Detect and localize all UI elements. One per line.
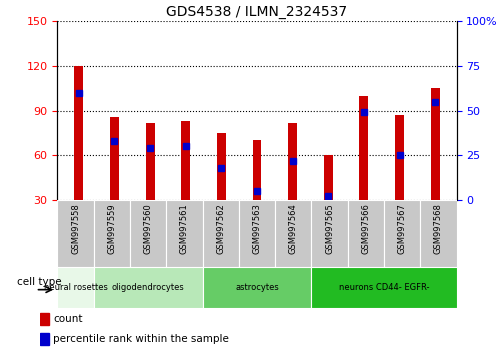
Bar — [203, 200, 239, 267]
Bar — [57, 200, 94, 267]
Bar — [94, 267, 203, 308]
Text: GSM997561: GSM997561 — [180, 203, 189, 254]
Bar — [57, 267, 94, 308]
Bar — [166, 200, 203, 267]
Text: GSM997563: GSM997563 — [252, 203, 261, 254]
Bar — [420, 200, 457, 267]
Bar — [40, 313, 49, 325]
Bar — [130, 200, 166, 267]
Bar — [348, 200, 384, 267]
Bar — [431, 88, 440, 200]
Bar — [311, 267, 457, 308]
Text: astrocytes: astrocytes — [235, 283, 279, 292]
Text: neurons CD44- EGFR-: neurons CD44- EGFR- — [339, 283, 429, 292]
Bar — [217, 133, 226, 200]
Bar — [74, 66, 83, 200]
Bar — [252, 141, 261, 200]
Text: GSM997567: GSM997567 — [398, 203, 407, 254]
Bar — [384, 200, 420, 267]
Text: GSM997565: GSM997565 — [325, 203, 334, 254]
Bar — [110, 116, 119, 200]
Text: GSM997562: GSM997562 — [216, 203, 225, 254]
Bar — [324, 155, 333, 200]
Text: GSM997564: GSM997564 — [289, 203, 298, 254]
Bar — [359, 96, 368, 200]
Bar — [181, 121, 190, 200]
Text: neural rosettes: neural rosettes — [43, 283, 107, 292]
Bar — [395, 115, 404, 200]
Title: GDS4538 / ILMN_2324537: GDS4538 / ILMN_2324537 — [167, 5, 347, 19]
Bar — [239, 200, 275, 267]
Text: cell type: cell type — [17, 276, 62, 286]
Bar — [311, 200, 348, 267]
Text: percentile rank within the sample: percentile rank within the sample — [53, 335, 230, 344]
Text: GSM997558: GSM997558 — [71, 203, 80, 254]
Text: oligodendrocytes: oligodendrocytes — [112, 283, 185, 292]
Bar — [288, 122, 297, 200]
Bar — [94, 200, 130, 267]
Bar — [203, 267, 311, 308]
Text: GSM997568: GSM997568 — [434, 203, 443, 254]
Text: GSM997566: GSM997566 — [361, 203, 370, 254]
Text: GSM997559: GSM997559 — [107, 203, 116, 254]
Text: count: count — [53, 314, 83, 324]
Text: GSM997560: GSM997560 — [144, 203, 153, 254]
Bar — [146, 122, 155, 200]
Bar — [40, 333, 49, 346]
Bar — [275, 200, 311, 267]
